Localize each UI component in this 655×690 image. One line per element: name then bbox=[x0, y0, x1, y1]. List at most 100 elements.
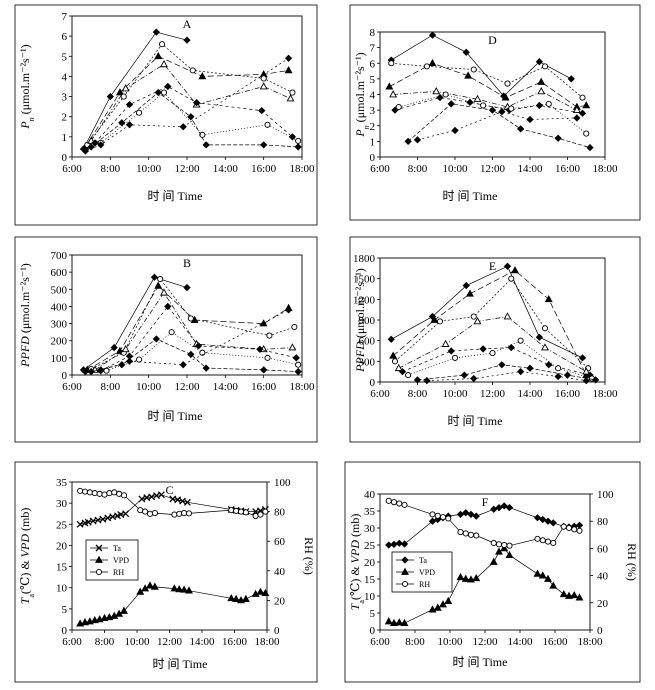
data-point bbox=[118, 119, 126, 127]
y-right-tick-label: 0 bbox=[597, 625, 603, 637]
data-point bbox=[541, 325, 549, 332]
data-point bbox=[385, 497, 392, 504]
data-point bbox=[447, 100, 455, 108]
data-point bbox=[180, 585, 189, 593]
data-point bbox=[526, 115, 534, 124]
x-tick-label: 12:00 bbox=[480, 388, 506, 400]
data-point bbox=[125, 100, 134, 109]
data-point bbox=[288, 133, 297, 141]
data-point bbox=[395, 618, 404, 626]
y-tick-label: 15 bbox=[364, 574, 376, 586]
data-point bbox=[436, 318, 444, 325]
data-point bbox=[388, 60, 395, 67]
data-point bbox=[202, 141, 210, 149]
data-point bbox=[284, 66, 293, 74]
y-axis-label: PPFD (μmol.m⁻²s⁻¹) bbox=[353, 268, 367, 373]
series-line bbox=[426, 371, 587, 381]
data-point bbox=[456, 572, 465, 581]
data-point bbox=[199, 349, 206, 356]
data-point bbox=[164, 302, 172, 311]
data-point bbox=[498, 361, 506, 369]
data-point bbox=[179, 361, 187, 369]
data-point bbox=[76, 520, 84, 528]
legend-marker bbox=[95, 555, 103, 563]
y-right-axis-label: RH (%) bbox=[625, 543, 639, 581]
x-axis-label: 时 间 Time bbox=[453, 655, 508, 669]
data-point bbox=[464, 71, 473, 79]
series-s8 bbox=[81, 306, 293, 376]
y-tick-label: 25 bbox=[56, 519, 68, 531]
legend-label: Ta bbox=[419, 556, 427, 565]
series-line bbox=[394, 278, 589, 369]
x-tick-label: 8:00 bbox=[95, 636, 115, 648]
data-point bbox=[537, 87, 546, 95]
data-point bbox=[160, 89, 168, 96]
panel-d: 6:00 8:00 10:00 12:00 14:00 16:00 18:00 0 1 2 3 4 5 6… bbox=[349, 4, 641, 221]
data-point bbox=[252, 512, 259, 520]
series-s1 bbox=[79, 28, 191, 153]
data-point bbox=[473, 94, 482, 103]
data-point bbox=[395, 103, 402, 111]
data-point bbox=[423, 376, 431, 385]
series-line bbox=[407, 340, 593, 379]
data-point bbox=[185, 586, 193, 594]
data-point bbox=[439, 600, 447, 608]
data-point bbox=[400, 540, 409, 548]
x-axis-label: 时 间 Time bbox=[148, 189, 203, 203]
data-point bbox=[535, 101, 544, 110]
y-tick-label: 200 bbox=[51, 336, 68, 348]
data-point bbox=[570, 590, 579, 599]
data-point bbox=[259, 319, 268, 327]
data-point bbox=[479, 345, 487, 353]
data-point bbox=[575, 521, 584, 529]
data-point bbox=[447, 347, 455, 355]
data-point bbox=[434, 512, 441, 519]
y-tick-label: 3 bbox=[370, 105, 376, 117]
data-point bbox=[501, 541, 508, 549]
data-point bbox=[554, 372, 562, 381]
x-tick-label: 16:00 bbox=[251, 163, 277, 175]
y-tick-label: 4 bbox=[370, 90, 376, 102]
series-line bbox=[94, 86, 293, 144]
legend: Ta VPD RH bbox=[391, 551, 453, 593]
data-point bbox=[565, 591, 573, 599]
y-axis-label-units: (μmol.m⁻²s⁻¹) bbox=[353, 52, 367, 125]
series-line bbox=[398, 316, 587, 373]
series-s2 bbox=[83, 281, 293, 373]
series-line bbox=[391, 62, 583, 98]
series-s5 bbox=[91, 82, 297, 147]
series-line bbox=[83, 276, 188, 371]
data-point bbox=[86, 489, 93, 496]
series-s5 bbox=[391, 93, 587, 117]
y-tick-label: 6 bbox=[370, 58, 376, 70]
y-right-tick-label: 0 bbox=[274, 625, 280, 637]
data-point bbox=[567, 75, 575, 83]
y-tick-label: 1800 bbox=[353, 253, 376, 265]
y-axis-label-main: PPFD bbox=[18, 336, 32, 368]
series-line bbox=[417, 364, 596, 381]
y-tick-label: 2 bbox=[370, 121, 376, 133]
legend-label: VPD bbox=[113, 556, 129, 565]
data-point bbox=[575, 593, 584, 601]
y-axis-label: Ta(℃) & VPD (mb) bbox=[18, 508, 36, 605]
data-point bbox=[398, 368, 407, 376]
x-tick-label: 8:00 bbox=[101, 381, 121, 393]
data-point bbox=[116, 490, 123, 497]
data-point bbox=[495, 547, 503, 555]
y-tick-label: 5 bbox=[370, 608, 376, 620]
data-point bbox=[480, 102, 487, 109]
data-point bbox=[242, 509, 249, 516]
y-axis-label-part: (℃) & bbox=[348, 563, 362, 600]
series-line bbox=[402, 347, 591, 376]
y-axis-label-part: a bbox=[27, 594, 36, 598]
data-point bbox=[256, 587, 265, 595]
legend-label: Ta bbox=[113, 544, 121, 553]
y-tick-label: 0 bbox=[62, 152, 68, 164]
data-point bbox=[539, 537, 546, 544]
data-point bbox=[395, 539, 403, 547]
x-tick-label: 18:00 bbox=[592, 388, 618, 400]
series-line bbox=[90, 63, 291, 142]
data-point bbox=[503, 262, 512, 270]
y-axis-label-main: P bbox=[353, 129, 367, 138]
